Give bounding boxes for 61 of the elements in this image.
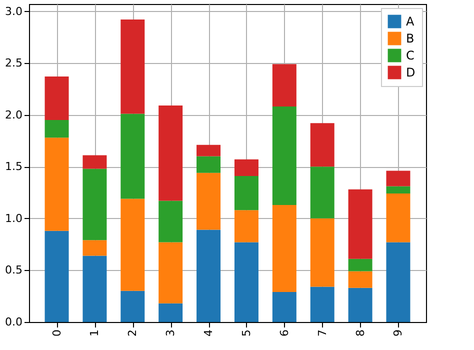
bar	[272, 204, 296, 292]
bar	[120, 114, 145, 199]
x-tick-label: 6	[278, 330, 291, 336]
bar	[386, 242, 410, 322]
bar	[158, 303, 183, 322]
bar	[348, 271, 372, 288]
x-tick-label: 7	[316, 330, 329, 336]
legend-label: C	[406, 48, 414, 62]
bar	[44, 76, 69, 120]
bar	[196, 156, 221, 173]
bar	[82, 256, 107, 322]
y-tick-label: 0.0	[5, 316, 22, 328]
bar	[234, 159, 258, 176]
y-tick-label: 1.0	[5, 212, 22, 225]
bar	[158, 106, 183, 201]
bar	[120, 290, 145, 322]
y-tick-label: 2.0	[5, 108, 22, 122]
bar	[348, 258, 372, 272]
bar	[386, 186, 410, 194]
bar	[234, 210, 258, 242]
legend-label: B	[406, 32, 414, 46]
x-tick-label: 1	[88, 330, 102, 336]
legend-label: D	[406, 66, 416, 80]
y-tick-label: 2.5	[5, 56, 22, 70]
bar	[310, 286, 334, 322]
bar	[120, 20, 145, 114]
x-tick-label: 4	[202, 330, 216, 336]
bar	[386, 170, 410, 186]
bar	[310, 166, 334, 218]
bar	[196, 230, 221, 322]
x-tick-label: 8	[354, 330, 367, 336]
x-tick-label: 5	[240, 330, 253, 336]
x-tick-label: 9	[392, 330, 405, 336]
x-tick-label: 2	[126, 330, 140, 336]
bar	[310, 123, 334, 167]
bar	[272, 64, 296, 107]
bar	[272, 292, 296, 322]
bar	[310, 218, 334, 287]
bar	[44, 120, 69, 138]
bar	[348, 189, 372, 259]
bar	[196, 172, 221, 230]
bar	[44, 138, 69, 231]
bar	[82, 155, 107, 169]
legend-label: A	[406, 14, 415, 28]
y-tick-label: 3.0	[5, 4, 22, 18]
x-tick-label: 0	[50, 330, 64, 336]
x-tick-label: 3	[164, 330, 178, 336]
bar	[348, 288, 372, 322]
bar	[44, 230, 69, 322]
bar	[82, 168, 107, 240]
bar	[234, 176, 258, 210]
bar	[158, 200, 183, 242]
bar	[196, 144, 221, 156]
bar	[120, 198, 145, 291]
bar	[386, 194, 410, 242]
y-tick-label: 0.5	[5, 264, 22, 277]
bar	[82, 240, 107, 256]
y-tick-label: 1.5	[5, 160, 22, 174]
bar	[234, 242, 258, 322]
bar	[272, 106, 296, 205]
bar	[158, 242, 183, 304]
